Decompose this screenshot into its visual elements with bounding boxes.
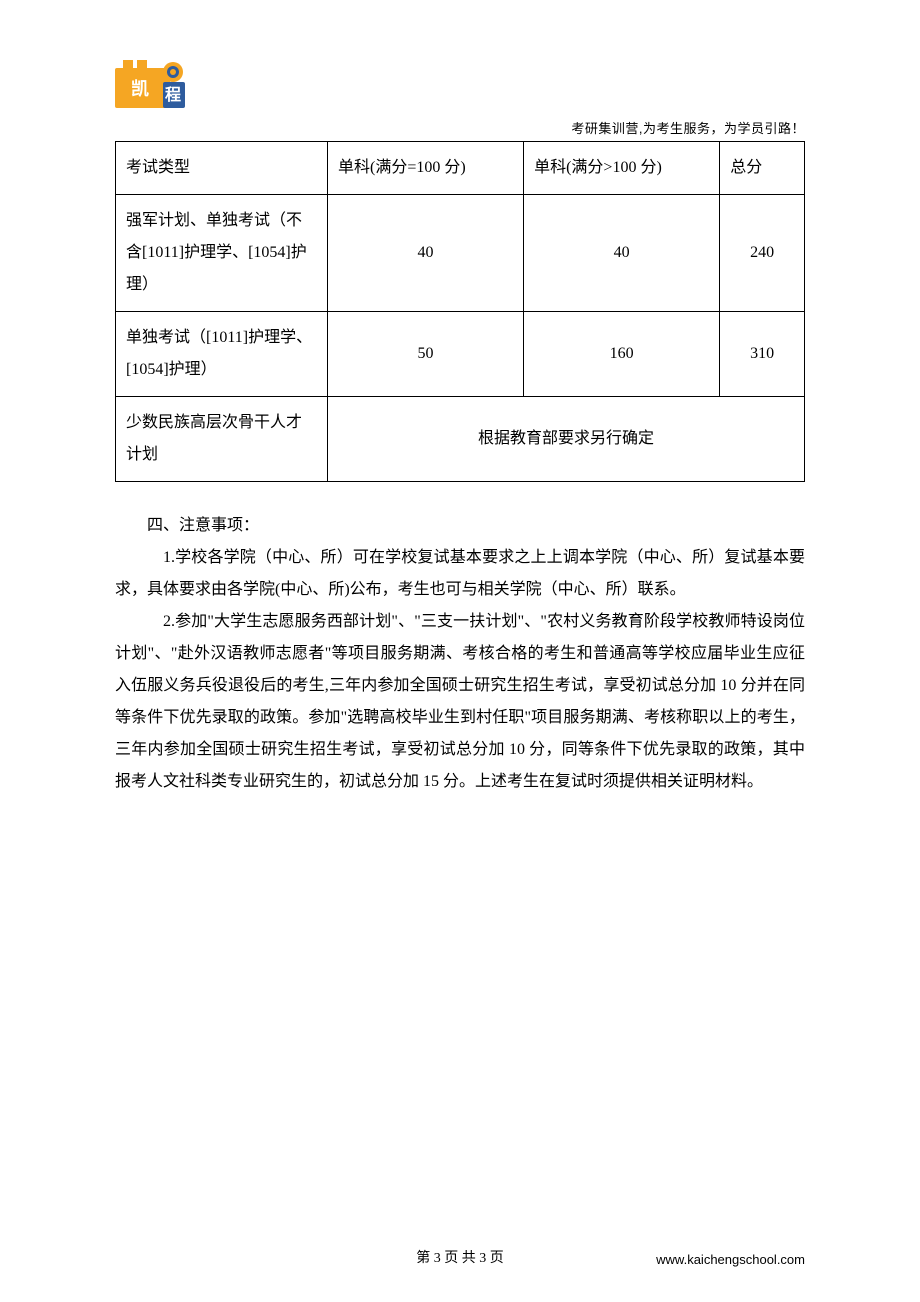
table-header-row: 考试类型 单科(满分=100 分) 单科(满分>100 分) 总分 [116, 142, 805, 195]
content-area: 考试类型 单科(满分=100 分) 单科(满分>100 分) 总分 强军计划、单… [115, 141, 805, 798]
cell-score2: 160 [524, 312, 720, 397]
cell-type: 单独考试（[1011]护理学、[1054]护理） [116, 312, 328, 397]
page-footer: 第 3 页 共 3 页 www.kaichengschool.com [0, 1247, 920, 1267]
logo: 凯 程 [115, 60, 190, 120]
logo-icon: 凯 程 [115, 60, 190, 115]
website-url: www.kaichengschool.com [656, 1252, 805, 1267]
cell-merged: 根据教育部要求另行确定 [328, 397, 805, 482]
paragraph-2: 2.参加"大学生志愿服务西部计划"、"三支一扶计划"、"农村义务教育阶段学校教师… [115, 606, 805, 798]
cell-total: 240 [720, 195, 805, 312]
table-row: 强军计划、单独考试（不含[1011]护理学、[1054]护理） 40 40 24… [116, 195, 805, 312]
cell-type: 少数民族高层次骨干人才计划 [116, 397, 328, 482]
svg-text:程: 程 [165, 86, 181, 104]
cell-type: 强军计划、单独考试（不含[1011]护理学、[1054]护理） [116, 195, 328, 312]
table-row: 少数民族高层次骨干人才计划 根据教育部要求另行确定 [116, 397, 805, 482]
cell-score2: 40 [524, 195, 720, 312]
header-cell-score1: 单科(满分=100 分) [328, 142, 524, 195]
cell-score1: 40 [328, 195, 524, 312]
cell-total: 310 [720, 312, 805, 397]
table-row: 单独考试（[1011]护理学、[1054]护理） 50 160 310 [116, 312, 805, 397]
header-tagline: 考研集训营,为考生服务，为学员引路！ [115, 118, 805, 137]
header-cell-total: 总分 [720, 142, 805, 195]
svg-text:凯: 凯 [131, 78, 149, 99]
score-table: 考试类型 单科(满分=100 分) 单科(满分>100 分) 总分 强军计划、单… [115, 141, 805, 482]
paragraph-1: 1.学校各学院（中心、所）可在学校复试基本要求之上上调本学院（中心、所）复试基本… [115, 542, 805, 606]
section-title: 四、注意事项： [115, 510, 805, 542]
header-cell-type: 考试类型 [116, 142, 328, 195]
header-cell-score2: 单科(满分>100 分) [524, 142, 720, 195]
cell-score1: 50 [328, 312, 524, 397]
